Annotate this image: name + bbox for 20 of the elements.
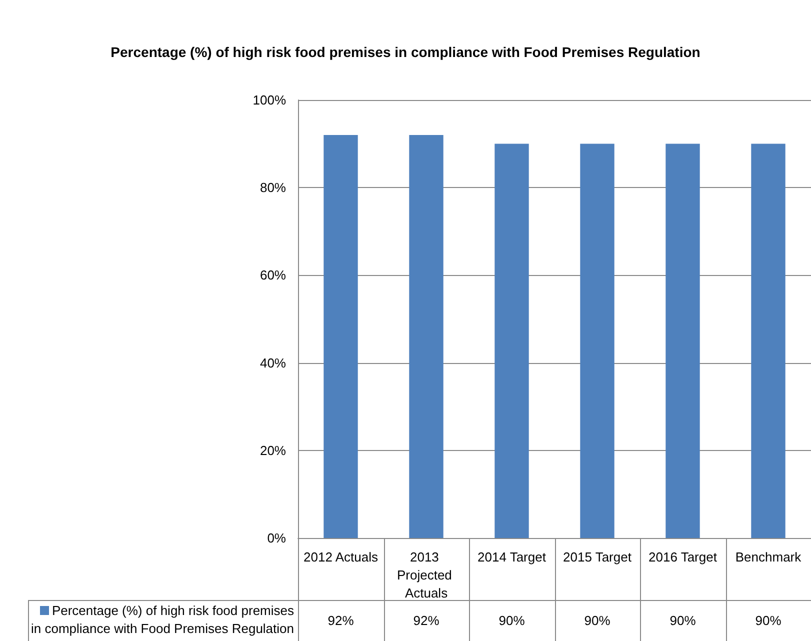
y-tick-label: 40% <box>260 355 286 370</box>
data-label: 90% <box>583 612 612 630</box>
legend-label: Percentage (%) of high risk food premises in compliance with Food Premises Regulation <box>30 602 294 638</box>
chart-title: Percentage (%) of high risk food premises in compliance with Food Premises Regulation <box>110 44 700 60</box>
y-tick-label: 80% <box>260 180 286 196</box>
y-tick-label: 100% <box>252 92 286 108</box>
x-tick-label: 2012 Actuals <box>304 550 378 564</box>
data-label: 90% <box>754 612 782 630</box>
data-label: 92% <box>412 612 440 630</box>
y-tick-label: 20% <box>260 442 286 458</box>
y-tick-label: 0% <box>267 530 286 546</box>
data-label: 90% <box>498 612 526 630</box>
x-tick-label: 2015 Target <box>563 550 632 564</box>
x-tick-label: Benchmark <box>735 550 802 564</box>
x-tick-label: 2014 Target <box>478 550 546 564</box>
data-label: 90% <box>668 612 697 630</box>
x-tick-label: 2016 Target <box>648 550 718 564</box>
y-tick-label: 60% <box>260 268 286 283</box>
x-tick-label: 2013 Projected Actuals <box>396 550 456 600</box>
data-label: 92% <box>326 612 355 630</box>
